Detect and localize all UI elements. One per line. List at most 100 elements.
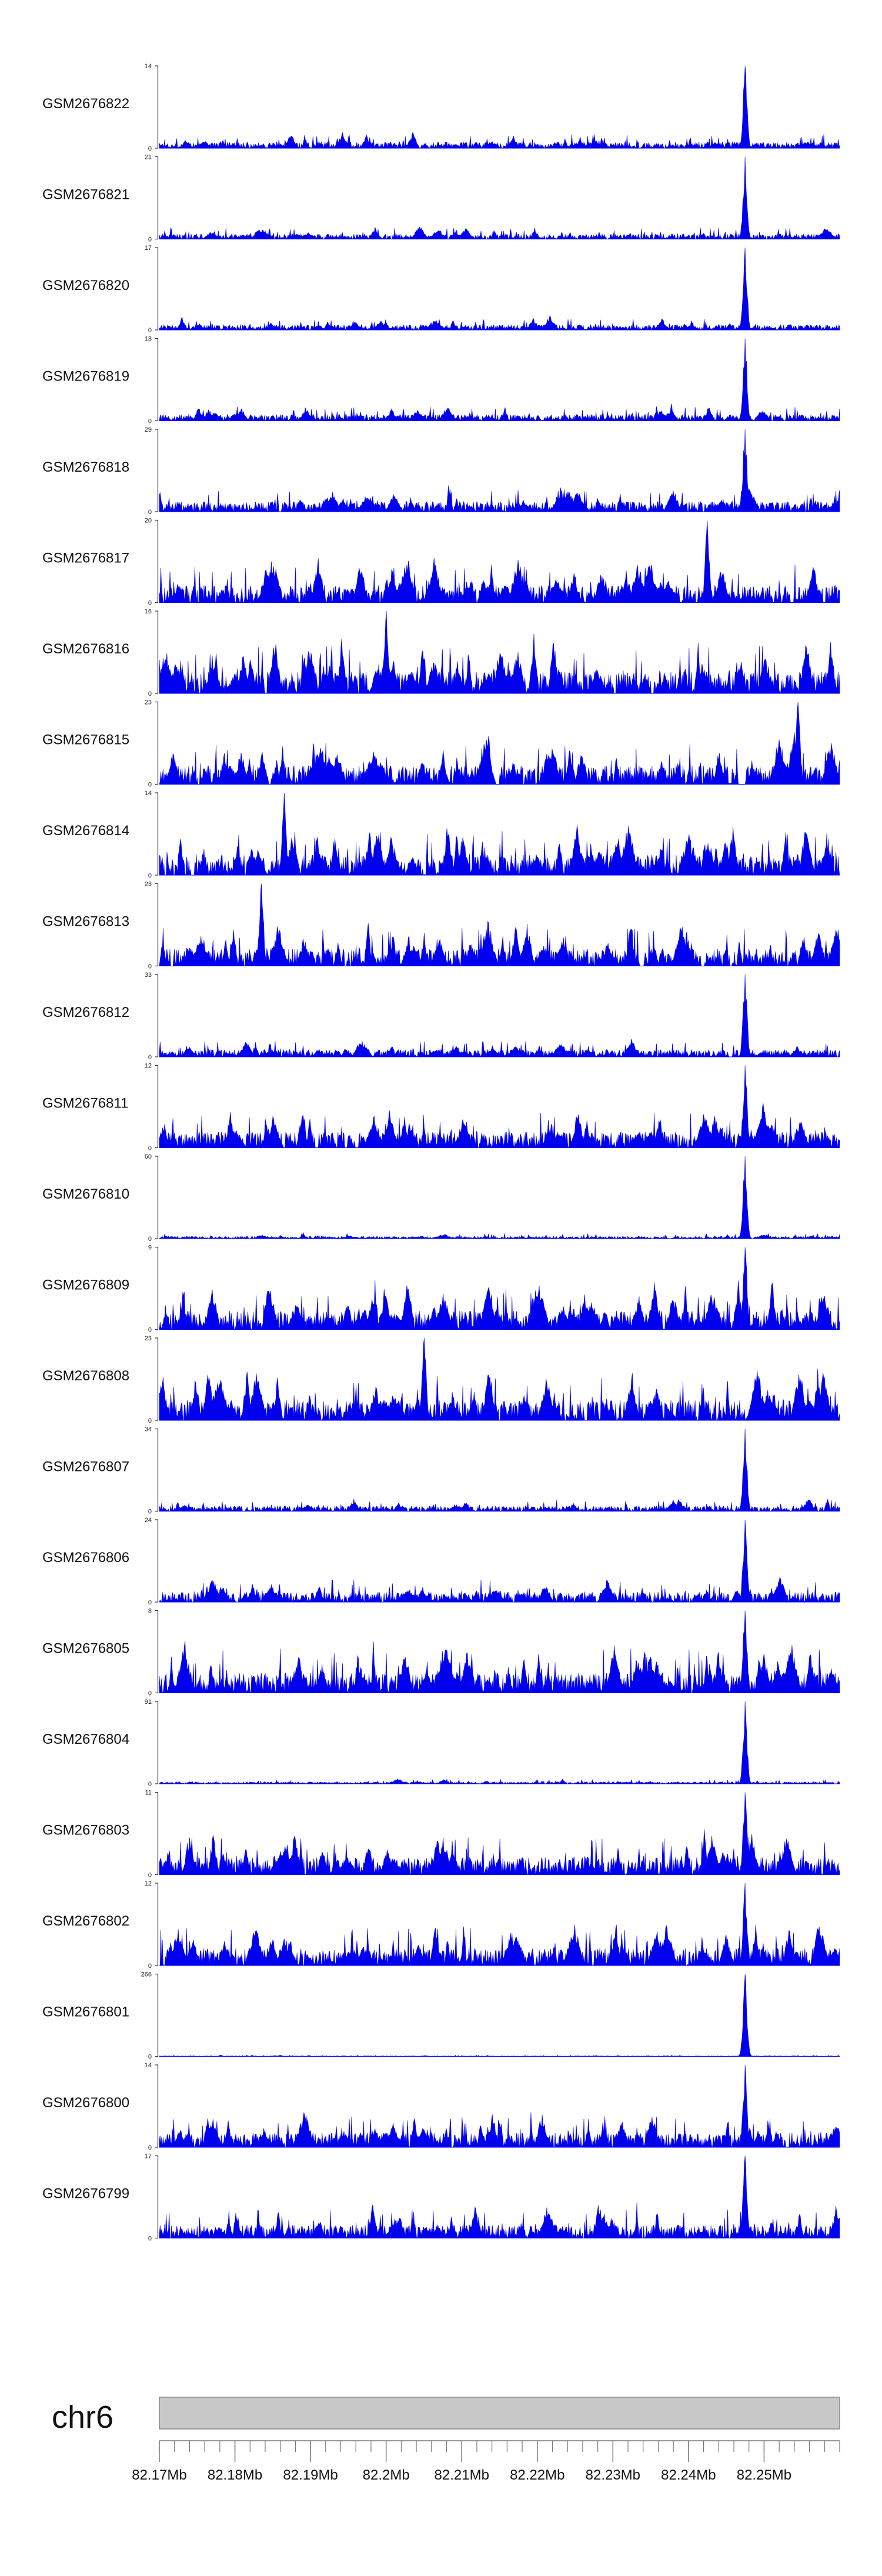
- track-ymax-label: 29: [145, 426, 152, 433]
- axis-tick-label: 82.22Mb: [510, 2467, 564, 2483]
- track-sample-label: GSM2676821: [42, 187, 129, 203]
- coverage-track: GSM2676799 17 0: [42, 2153, 840, 2243]
- chromosome-ideogram: chr6: [52, 2397, 840, 2435]
- track-sample-label: GSM2676801: [42, 2004, 129, 2020]
- axis-tick-label: 82.19Mb: [283, 2467, 338, 2483]
- track-sample-label: GSM2676822: [42, 96, 129, 112]
- coverage-signal: [159, 1701, 840, 1784]
- track-ymax-label: 17: [145, 2153, 152, 2160]
- coverage-signal: [159, 338, 840, 422]
- track-sample-label: GSM2676800: [42, 2095, 129, 2111]
- track-ymax-label: 34: [145, 1426, 152, 1433]
- track-ymax-label: 13: [145, 336, 152, 343]
- track-sample-label: GSM2676817: [42, 550, 129, 566]
- axis-tick-label: 82.2Mb: [363, 2467, 410, 2483]
- track-ymax-label: 9: [148, 1244, 152, 1252]
- track-ymax-label: 8: [148, 1608, 152, 1615]
- coverage-track: GSM2676819 13 0: [42, 336, 840, 425]
- coverage-signal: [159, 247, 840, 331]
- track-sample-label: GSM2676802: [42, 1913, 129, 1929]
- coverage-track: GSM2676806 24 0: [42, 1517, 840, 1606]
- coverage-signal: [159, 156, 840, 240]
- track-ymin-label: 0: [148, 600, 152, 607]
- coverage-signal: [159, 610, 840, 694]
- track-ymin-label: 0: [148, 2144, 152, 2151]
- track-ymin-label: 0: [148, 963, 152, 970]
- coverage-signal: [159, 1974, 840, 2057]
- track-ymax-label: 20: [145, 518, 152, 525]
- track-ymin-label: 0: [148, 1327, 152, 1334]
- track-ymin-label: 0: [148, 782, 152, 789]
- track-ymax-label: 24: [145, 1517, 152, 1524]
- coverage-track: GSM2676812 33 0: [42, 972, 840, 1061]
- track-sample-label: GSM2676803: [42, 1823, 129, 1838]
- track-sample-label: GSM2676819: [42, 369, 129, 385]
- coverage-track: GSM2676808 23 0: [42, 1335, 840, 1424]
- track-sample-label: GSM2676808: [42, 1368, 129, 1384]
- track-ymin-label: 0: [148, 418, 152, 425]
- coverage-signal: [159, 520, 840, 603]
- track-ymin-label: 0: [148, 327, 152, 334]
- track-ymin-label: 0: [148, 1599, 152, 1606]
- coverage-track: GSM2676805 8 0: [42, 1608, 840, 1697]
- track-ymax-label: 266: [141, 1971, 152, 1978]
- track-sample-label: GSM2676805: [42, 1641, 129, 1657]
- track-ymin-label: 0: [148, 236, 152, 243]
- track-ymax-label: 21: [145, 154, 152, 161]
- track-sample-label: GSM2676820: [42, 278, 129, 293]
- coverage-signal: [159, 1065, 840, 1149]
- track-ymax-label: 33: [145, 972, 152, 979]
- track-ymax-label: 14: [145, 2062, 152, 2069]
- track-ymin-label: 0: [148, 690, 152, 698]
- track-sample-label: GSM2676816: [42, 641, 129, 657]
- coverage-signal: [159, 65, 840, 149]
- track-sample-label: GSM2676806: [42, 1550, 129, 1566]
- track-ymin-label: 0: [148, 1054, 152, 1061]
- coverage-track: GSM2676804 91 0: [42, 1699, 840, 1788]
- track-ymin-label: 0: [148, 1417, 152, 1424]
- coverage-track: GSM2676807 34 0: [42, 1426, 840, 1516]
- axis-tick-label: 82.23Mb: [586, 2467, 640, 2483]
- track-ymin-label: 0: [148, 1509, 152, 1516]
- genome-axis: 82.17Mb 82.18Mb 82.19Mb 82.2Mb 82.21Mb 82.22M…: [132, 2440, 840, 2483]
- track-ymax-label: 60: [145, 1153, 152, 1160]
- coverage-track: GSM2676821 21 0: [42, 154, 840, 243]
- track-sample-label: GSM2676813: [42, 914, 129, 930]
- coverage-signal: [159, 1156, 840, 1239]
- coverage-track: GSM2676811 12 0: [42, 1063, 840, 1152]
- coverage-signal: [159, 1429, 840, 1512]
- coverage-signal: [159, 2064, 840, 2148]
- axis-tick-label: 82.25Mb: [737, 2467, 791, 2483]
- coverage-track: GSM2676816 16 0: [42, 608, 840, 698]
- track-ymax-label: 23: [145, 1335, 152, 1342]
- track-sample-label: GSM2676810: [42, 1186, 129, 1202]
- track-ymin-label: 0: [148, 509, 152, 516]
- coverage-track: GSM2676810 60 0: [42, 1153, 840, 1243]
- coverage-signal: [159, 1337, 840, 1422]
- track-ymax-label: 16: [145, 608, 152, 615]
- track-ymin-label: 0: [148, 1872, 152, 1879]
- track-sample-label: GSM2676814: [42, 823, 129, 839]
- track-sample-label: GSM2676812: [42, 1005, 129, 1020]
- axis-tick-label: 82.24Mb: [661, 2467, 716, 2483]
- track-ymax-label: 91: [145, 1699, 152, 1706]
- coverage-track: GSM2676803 11 0: [42, 1790, 840, 1879]
- coverage-signal: [159, 974, 840, 1058]
- track-ymax-label: 14: [145, 790, 152, 797]
- track-ymax-label: 12: [145, 1880, 152, 1887]
- track-ymin-label: 0: [148, 1145, 152, 1152]
- track-ymax-label: 11: [145, 1790, 152, 1797]
- coverage-tracks: GSM2676822140GSM2676821210GSM2676820170G…: [42, 63, 840, 2243]
- coverage-track: GSM2676800 14 0: [42, 2062, 840, 2151]
- track-sample-label: GSM2676804: [42, 1731, 129, 1747]
- coverage-track: GSM2676818 29 0: [42, 426, 840, 516]
- axis-tick-label: 82.21Mb: [435, 2467, 489, 2483]
- coverage-track: GSM2676802 12 0: [42, 1880, 840, 1970]
- coverage-signal: [159, 1610, 840, 1694]
- track-ymin-label: 0: [148, 2054, 152, 2061]
- track-sample-label: GSM2676799: [42, 2186, 129, 2202]
- coverage-track: GSM2676820 17 0: [42, 245, 840, 334]
- coverage-track: GSM2676801 266 0: [42, 1971, 840, 2061]
- track-sample-label: GSM2676809: [42, 1277, 129, 1293]
